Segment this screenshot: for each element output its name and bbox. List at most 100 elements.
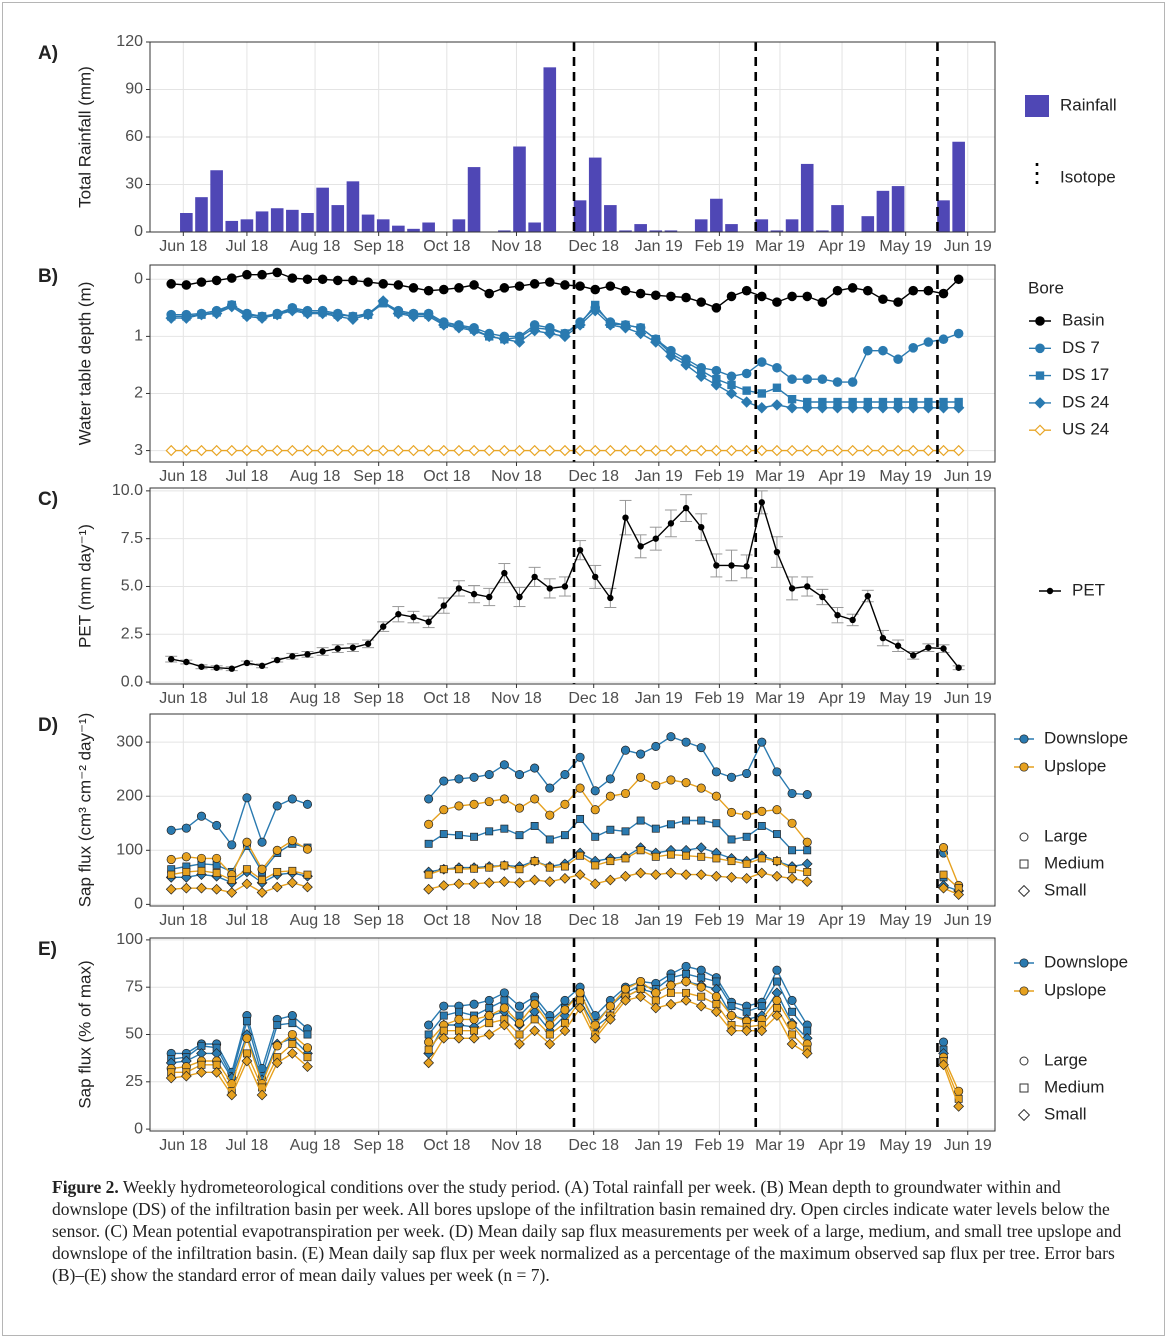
point xyxy=(605,791,615,801)
point xyxy=(195,308,208,321)
point xyxy=(711,303,722,313)
point xyxy=(894,642,902,649)
point xyxy=(408,283,419,293)
point xyxy=(302,1061,313,1073)
point xyxy=(380,623,387,630)
point xyxy=(589,444,601,457)
caption: Figure 2. Weekly hydrometeorological con… xyxy=(52,1176,1137,1286)
point xyxy=(302,844,313,854)
point xyxy=(725,387,738,400)
point xyxy=(544,327,556,340)
bar xyxy=(467,167,481,232)
point xyxy=(424,1020,434,1030)
point xyxy=(407,444,420,457)
point xyxy=(771,444,783,457)
point xyxy=(879,634,887,642)
point xyxy=(575,281,585,291)
point xyxy=(515,865,524,874)
point xyxy=(650,869,662,880)
bar xyxy=(619,230,632,232)
x-tick-label: May 19 xyxy=(879,468,932,485)
bar xyxy=(361,214,375,232)
point xyxy=(196,853,207,863)
bar xyxy=(498,230,511,232)
x-tick-label: Dec 18 xyxy=(568,912,619,929)
point xyxy=(302,274,313,285)
point xyxy=(272,801,282,811)
point xyxy=(258,662,266,670)
point xyxy=(180,882,192,894)
point xyxy=(772,965,782,975)
point xyxy=(728,562,735,569)
point xyxy=(559,873,571,884)
point xyxy=(846,444,859,457)
y-tick-label: 100 xyxy=(116,842,143,859)
legend-label: Rainfall xyxy=(1060,95,1117,114)
point xyxy=(514,770,525,780)
point xyxy=(605,1001,615,1011)
point xyxy=(424,870,433,879)
point xyxy=(757,854,766,863)
x-tick-label: Feb 19 xyxy=(694,468,744,485)
point xyxy=(166,279,177,289)
point xyxy=(938,1059,949,1071)
point xyxy=(273,1021,282,1029)
point xyxy=(347,444,359,457)
point xyxy=(516,593,523,601)
x-tick-label: Apr 19 xyxy=(818,1137,865,1154)
point xyxy=(424,1030,433,1039)
x-tick-label: Jun 19 xyxy=(944,1137,992,1154)
point xyxy=(713,562,720,569)
point xyxy=(438,880,450,891)
point xyxy=(804,583,811,590)
point xyxy=(712,854,721,863)
point xyxy=(665,998,677,1010)
point xyxy=(680,359,692,371)
point xyxy=(604,319,617,331)
point xyxy=(226,444,238,457)
point xyxy=(287,1011,297,1021)
point xyxy=(696,965,706,975)
point xyxy=(483,330,495,343)
point xyxy=(695,370,707,383)
point xyxy=(786,873,798,884)
point xyxy=(454,865,463,874)
point xyxy=(560,770,570,780)
point xyxy=(242,837,252,847)
legend-label: Medium xyxy=(1044,1077,1104,1096)
legend-label: DS 24 xyxy=(1062,392,1109,411)
x-tick-label: Jul 18 xyxy=(226,690,269,707)
point xyxy=(787,1020,797,1030)
point xyxy=(530,794,540,804)
point xyxy=(469,799,479,809)
x-tick-label: Jan 19 xyxy=(635,912,683,929)
legend-marker xyxy=(1017,884,1031,898)
point xyxy=(256,444,268,457)
point xyxy=(575,783,585,793)
point xyxy=(180,444,193,457)
point xyxy=(274,656,281,664)
point xyxy=(183,658,190,666)
point xyxy=(301,307,314,320)
point xyxy=(710,379,723,391)
point xyxy=(287,794,297,804)
point xyxy=(501,569,508,577)
x-tick-label: Nov 18 xyxy=(491,238,542,255)
point xyxy=(589,878,601,890)
point xyxy=(816,402,829,414)
point xyxy=(816,444,829,457)
point xyxy=(757,389,766,398)
point xyxy=(438,319,450,331)
bar xyxy=(800,163,814,232)
legend-marker xyxy=(1019,958,1029,968)
point xyxy=(272,1041,282,1051)
point xyxy=(938,334,949,345)
point xyxy=(574,444,586,457)
point xyxy=(498,333,511,345)
point xyxy=(606,825,615,834)
legend-marker xyxy=(1017,1108,1031,1122)
point xyxy=(227,876,236,884)
point xyxy=(499,988,509,998)
bar xyxy=(513,146,526,232)
x-tick-label: Feb 19 xyxy=(694,238,744,255)
